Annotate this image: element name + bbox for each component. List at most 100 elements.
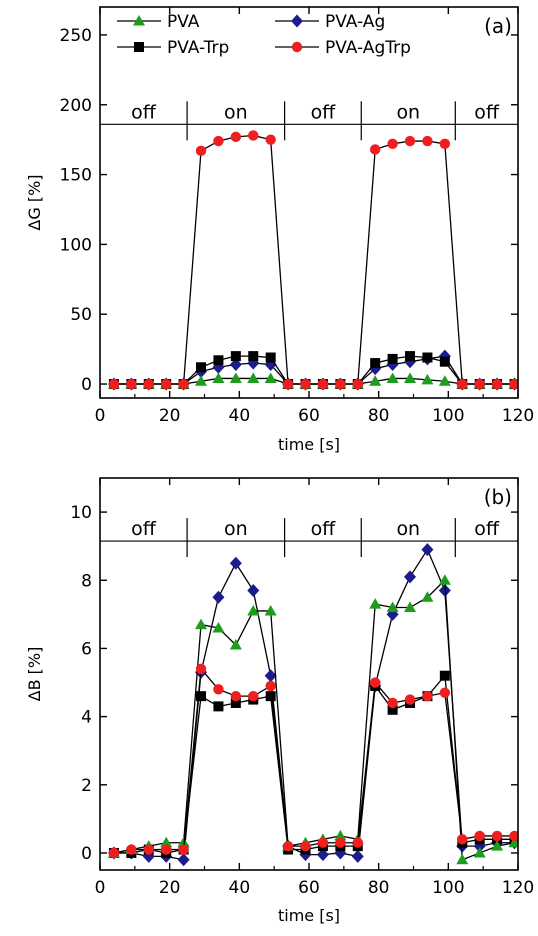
x-tick-label: 20 xyxy=(159,406,181,426)
data-point xyxy=(387,138,398,150)
x-axis-label: time [s] xyxy=(278,435,340,454)
data-point xyxy=(160,836,173,848)
data-point xyxy=(247,604,260,616)
state-label-on: on xyxy=(224,518,248,540)
data-point xyxy=(196,691,207,702)
data-point xyxy=(474,378,485,390)
data-point xyxy=(160,378,172,390)
y-tick-label: 0 xyxy=(81,375,92,395)
data-point xyxy=(229,357,242,371)
data-point xyxy=(438,375,451,386)
data-point xyxy=(317,837,329,848)
data-point xyxy=(404,135,416,147)
data-point xyxy=(248,690,259,702)
x-tick-label: 120 xyxy=(502,406,534,426)
data-point xyxy=(126,378,137,390)
data-point xyxy=(439,356,450,367)
data-point xyxy=(405,351,416,362)
data-point xyxy=(316,848,329,862)
y-tick-label: 200 xyxy=(60,96,92,116)
data-point xyxy=(369,375,382,386)
data-point xyxy=(248,130,259,141)
data-point xyxy=(352,837,363,848)
data-point xyxy=(473,846,486,858)
series-pva xyxy=(107,574,518,865)
x-tick-label: 100 xyxy=(432,406,464,426)
plot-frame xyxy=(99,477,519,871)
data-point xyxy=(370,358,381,369)
state-label-off: off xyxy=(311,101,337,123)
y-tick-label: 50 xyxy=(70,305,92,325)
data-point xyxy=(177,836,190,848)
x-tick-label: 0 xyxy=(95,406,106,426)
y-axis-label: ΔG [%] xyxy=(25,174,44,230)
data-point xyxy=(126,844,137,855)
data-point xyxy=(387,353,398,364)
data-point xyxy=(265,680,276,692)
series-line xyxy=(113,355,515,385)
panel-a: 0 20 40 60 80 100 120 0 50 100 150 200 250 time [s] ΔG… xyxy=(25,6,534,454)
data-point xyxy=(352,378,363,390)
data-point xyxy=(213,355,224,366)
data-point xyxy=(404,570,417,584)
legend-entry-pva: PVA xyxy=(117,12,200,32)
data-point xyxy=(404,694,416,705)
x-tick-label: 40 xyxy=(229,878,251,898)
state-label-off: off xyxy=(131,101,157,123)
legend-entry-pva-ag: PVA-Ag xyxy=(275,12,385,32)
data-point xyxy=(195,375,208,386)
series-line xyxy=(113,578,515,861)
data-point xyxy=(387,704,398,715)
y-tick-label: 10 xyxy=(70,503,92,523)
y-tick-label: 2 xyxy=(81,776,92,796)
legend-marker xyxy=(133,15,145,26)
data-point xyxy=(229,639,242,650)
legend-entry-pva-trp: PVA-Trp xyxy=(117,38,229,58)
data-point xyxy=(386,372,399,383)
x-tick-label: 80 xyxy=(368,878,390,898)
panel-b: 0 20 40 60 80 100 120 0 2 4 6 8 10 time [s] ΔB [%] off o… xyxy=(25,477,534,925)
legend-marker xyxy=(134,42,144,52)
data-point xyxy=(178,844,189,855)
data-point xyxy=(509,378,518,390)
data-point xyxy=(265,134,276,145)
data-point xyxy=(457,378,468,390)
panel-label: (a) xyxy=(484,14,512,38)
series-pva-ag xyxy=(107,543,518,867)
plot-area xyxy=(107,130,518,391)
data-point xyxy=(178,378,189,390)
x-tick-label: 60 xyxy=(298,406,320,426)
data-point xyxy=(247,583,260,597)
data-point xyxy=(439,687,451,698)
data-point xyxy=(143,844,154,855)
data-point xyxy=(196,362,207,373)
data-point xyxy=(264,669,277,683)
x-axis-label: time [s] xyxy=(278,906,340,925)
legend-label: PVA-Ag xyxy=(325,12,385,32)
y-tick-label: 4 xyxy=(81,708,92,728)
series-pva-agtrp xyxy=(108,663,518,859)
legend-label: PVA-Trp xyxy=(167,38,229,58)
data-point xyxy=(229,556,242,570)
data-point xyxy=(212,590,225,604)
legend-entry-pva-agtrp: PVA-AgTrp xyxy=(275,38,411,58)
data-point xyxy=(108,847,120,859)
series-pva-trp xyxy=(108,670,518,858)
data-point xyxy=(369,598,382,609)
data-point xyxy=(369,144,381,155)
data-point xyxy=(177,853,190,867)
data-point xyxy=(248,351,259,362)
data-point xyxy=(335,378,346,390)
data-point xyxy=(300,378,311,390)
data-point xyxy=(143,378,154,390)
data-point xyxy=(404,601,417,613)
data-point xyxy=(438,574,451,585)
data-point xyxy=(195,618,208,630)
data-point xyxy=(387,697,398,709)
legend: PVA PVA-Ag PVA-Trp PVA-AgTrp xyxy=(117,12,411,58)
data-point xyxy=(439,138,451,150)
data-point xyxy=(264,604,277,616)
data-point xyxy=(334,829,347,841)
x-tick-label: 80 xyxy=(368,406,390,426)
legend-marker xyxy=(291,14,303,28)
